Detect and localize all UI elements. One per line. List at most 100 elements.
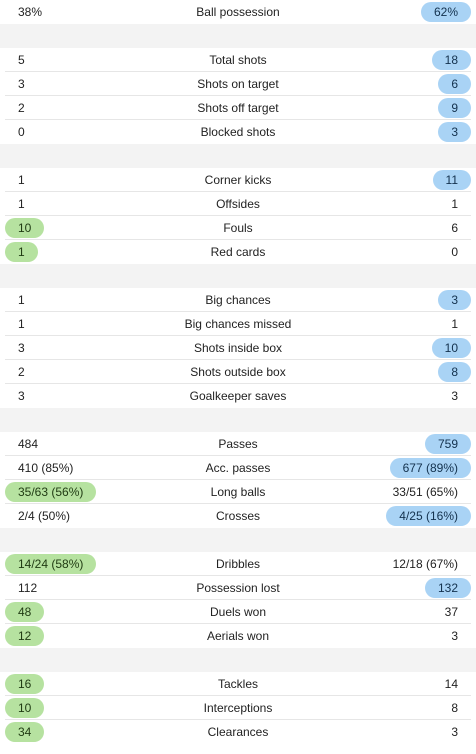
home-value: 112	[18, 581, 38, 595]
home-value: 1	[18, 197, 25, 211]
stat-row: Big chances 1 3	[5, 288, 471, 312]
away-value: 759	[424, 434, 471, 454]
stat-row: Clearances 34 3	[5, 720, 471, 743]
home-value: 34	[5, 722, 45, 742]
section-separator	[0, 648, 476, 672]
stat-row: Passes 484 759	[5, 432, 471, 456]
stat-row: Big chances missed 1 1	[5, 312, 471, 336]
stat-label: Duels won	[209, 605, 267, 619]
stat-label: Shots off target	[197, 101, 279, 115]
away-value: 677 (89%)	[389, 458, 471, 478]
stat-label: Red cards	[210, 245, 266, 259]
away-value: 8	[451, 701, 458, 715]
stat-label: Tackles	[217, 677, 258, 691]
stat-row: Shots on target 3 6	[5, 72, 471, 96]
section-separator	[0, 528, 476, 552]
home-value: 2/4 (50%)	[18, 509, 71, 523]
away-value: 18	[431, 50, 471, 70]
stat-row: Duels won 48 37	[5, 600, 471, 624]
stat-label: Clearances	[207, 725, 269, 739]
away-value: 11	[432, 170, 471, 190]
stat-row: Total shots 5 18	[5, 48, 471, 72]
home-value: 0	[18, 125, 25, 139]
stat-label: Shots outside box	[190, 365, 286, 379]
away-value: 6	[438, 74, 471, 94]
home-value: 484	[18, 437, 39, 451]
away-value: 0	[451, 245, 458, 259]
stat-row: Blocked shots 0 3	[5, 120, 471, 143]
stat-label: Passes	[218, 437, 258, 451]
section-separator	[0, 24, 476, 48]
home-value: 10	[5, 698, 45, 718]
stat-row: Corner kicks 1 11	[5, 168, 471, 192]
stat-row: Crosses 2/4 (50%) 4/25 (16%)	[5, 504, 471, 527]
stat-row: Fouls 10 6	[5, 216, 471, 240]
stat-row: Shots inside box 3 10	[5, 336, 471, 360]
stat-label: Corner kicks	[204, 173, 272, 187]
stat-row: Offsides 1 1	[5, 192, 471, 216]
home-value: 1	[18, 293, 25, 307]
stat-label: Offsides	[216, 197, 260, 211]
away-value: 8	[438, 362, 471, 382]
stat-label: Shots inside box	[193, 341, 283, 355]
home-value: 1	[5, 242, 38, 262]
stat-row: Dribbles 14/24 (58%) 12/18 (67%)	[5, 552, 471, 576]
home-value: 1	[18, 173, 25, 187]
stat-row: Goalkeeper saves 3 3	[5, 384, 471, 407]
away-value: 62%	[420, 2, 471, 22]
stat-row: Red cards 1 0	[5, 240, 471, 263]
away-value: 33/51 (65%)	[392, 485, 458, 499]
stat-label: Big chances	[205, 293, 271, 307]
away-value: 14	[444, 677, 458, 691]
stat-row: Ball possession 38% 62%	[5, 0, 471, 23]
away-value: 132	[424, 578, 471, 598]
home-value: 5	[18, 53, 25, 67]
stat-row: Acc. passes 410 (85%) 677 (89%)	[5, 456, 471, 480]
away-value: 37	[444, 605, 458, 619]
stat-label: Possession lost	[196, 581, 280, 595]
stat-label: Ball possession	[196, 5, 280, 19]
home-value: 3	[18, 389, 25, 403]
home-value: 38%	[18, 5, 43, 19]
away-value: 3	[451, 725, 458, 739]
stat-row: Shots outside box 2 8	[5, 360, 471, 384]
stat-row: Long balls 35/63 (56%) 33/51 (65%)	[5, 480, 471, 504]
home-value: 410 (85%)	[18, 461, 74, 475]
home-value: 16	[5, 674, 45, 694]
home-value: 2	[18, 365, 25, 379]
home-value: 3	[18, 77, 25, 91]
home-value: 1	[18, 317, 25, 331]
stat-row: Shots off target 2 9	[5, 96, 471, 120]
home-value: 35/63 (56%)	[5, 482, 97, 502]
away-value: 3	[451, 629, 458, 643]
stat-label: Shots on target	[197, 77, 279, 91]
home-value: 48	[5, 602, 45, 622]
stat-row: Interceptions 10 8	[5, 696, 471, 720]
section-separator	[0, 144, 476, 168]
away-value: 10	[431, 338, 471, 358]
stat-row: Tackles 16 14	[5, 672, 471, 696]
section-separator	[0, 408, 476, 432]
stat-label: Goalkeeper saves	[189, 389, 287, 403]
home-value: 2	[18, 101, 25, 115]
stat-label: Total shots	[209, 53, 267, 67]
home-value: 10	[5, 218, 45, 238]
away-value: 12/18 (67%)	[392, 557, 458, 571]
home-value: 14/24 (58%)	[5, 554, 97, 574]
stat-row: Aerials won 12 3	[5, 624, 471, 647]
home-value: 3	[18, 341, 25, 355]
away-value: 3	[438, 290, 471, 310]
stat-label: Blocked shots	[200, 125, 276, 139]
away-value: 6	[451, 221, 458, 235]
stat-label: Interceptions	[203, 701, 273, 715]
away-value: 9	[438, 98, 471, 118]
away-value: 1	[451, 317, 458, 331]
away-value: 3	[451, 389, 458, 403]
away-value: 4/25 (16%)	[386, 506, 471, 526]
stat-label: Fouls	[223, 221, 253, 235]
stat-label: Aerials won	[206, 629, 270, 643]
section-separator	[0, 264, 476, 288]
away-value: 3	[438, 122, 471, 142]
away-value: 1	[451, 197, 458, 211]
